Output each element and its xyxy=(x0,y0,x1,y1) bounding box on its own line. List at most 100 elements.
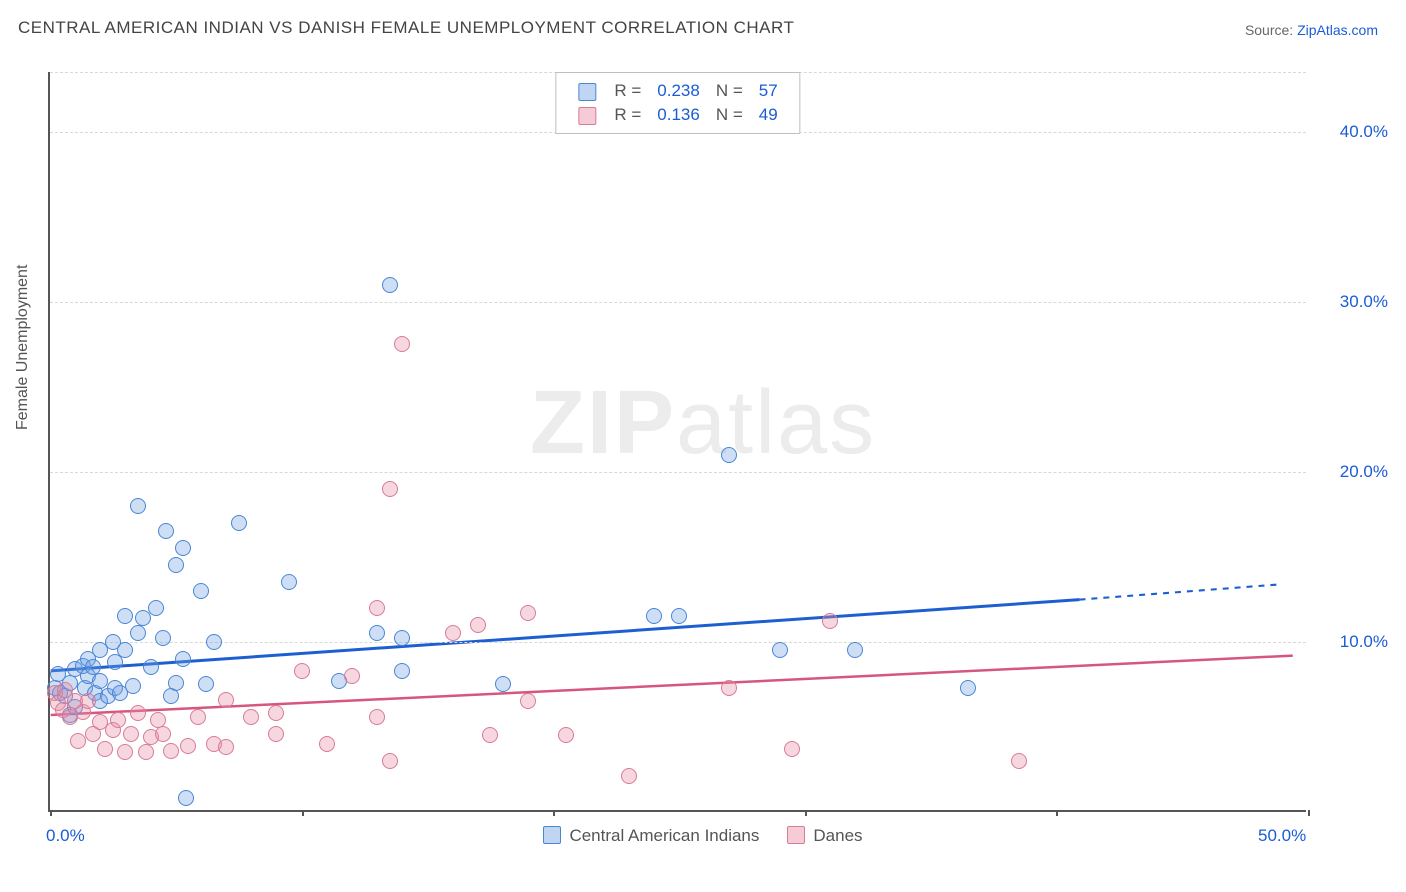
scatter-point xyxy=(394,630,410,646)
legend-correlation-row: R =0.238N =57 xyxy=(570,79,785,103)
gridline-h xyxy=(50,302,1306,303)
scatter-point xyxy=(231,515,247,531)
scatter-point xyxy=(470,617,486,633)
scatter-point xyxy=(168,557,184,573)
scatter-point xyxy=(130,625,146,641)
scatter-point xyxy=(495,676,511,692)
trend-lines-layer xyxy=(50,72,1306,810)
source-label: Source: xyxy=(1245,22,1297,38)
scatter-point xyxy=(155,630,171,646)
trend-line xyxy=(51,656,1293,715)
scatter-point xyxy=(621,768,637,784)
x-tick xyxy=(805,810,807,816)
legend-R-label: R = xyxy=(606,79,649,103)
scatter-point xyxy=(772,642,788,658)
scatter-point xyxy=(369,625,385,641)
x-tick xyxy=(1308,810,1310,816)
legend-swatch xyxy=(543,826,561,844)
legend-N-label: N = xyxy=(708,79,751,103)
scatter-point xyxy=(847,642,863,658)
scatter-point xyxy=(70,733,86,749)
scatter-point xyxy=(138,744,154,760)
legend-swatch xyxy=(578,83,596,101)
scatter-point xyxy=(148,600,164,616)
scatter-point xyxy=(394,663,410,679)
x-tick-label: 0.0% xyxy=(46,826,85,846)
scatter-point xyxy=(784,741,800,757)
scatter-point xyxy=(520,693,536,709)
trend-line-extrapolated xyxy=(1079,584,1280,599)
scatter-point xyxy=(175,540,191,556)
scatter-point xyxy=(163,743,179,759)
scatter-point xyxy=(92,673,108,689)
legend-R-label: R = xyxy=(606,103,649,127)
scatter-point xyxy=(178,790,194,806)
watermark-atlas: atlas xyxy=(676,373,876,473)
scatter-point xyxy=(123,726,139,742)
scatter-point xyxy=(117,608,133,624)
legend-series-item: Danes xyxy=(787,826,862,846)
scatter-plot-area: R =0.238N =57R =0.136N =49 ZIPatlas xyxy=(48,72,1306,812)
x-tick xyxy=(553,810,555,816)
legend-correlation-row: R =0.136N =49 xyxy=(570,103,785,127)
scatter-point xyxy=(130,705,146,721)
scatter-point xyxy=(117,642,133,658)
scatter-point xyxy=(206,634,222,650)
scatter-point xyxy=(198,676,214,692)
scatter-point xyxy=(369,600,385,616)
scatter-point xyxy=(218,739,234,755)
scatter-point xyxy=(180,738,196,754)
scatter-point xyxy=(80,693,96,709)
scatter-point xyxy=(822,613,838,629)
scatter-point xyxy=(268,705,284,721)
legend-series-item: Central American Indians xyxy=(543,826,759,846)
scatter-point xyxy=(960,680,976,696)
scatter-point xyxy=(130,498,146,514)
scatter-point xyxy=(520,605,536,621)
legend-R-value: 0.238 xyxy=(649,79,708,103)
legend-N-value: 57 xyxy=(751,79,786,103)
legend-series: Central American Indians Danes xyxy=(0,826,1406,846)
y-tick-label: 40.0% xyxy=(1340,122,1388,142)
legend-swatch xyxy=(787,826,805,844)
scatter-point xyxy=(175,651,191,667)
scatter-point xyxy=(268,726,284,742)
gridline-h xyxy=(50,642,1306,643)
watermark-zip: ZIP xyxy=(530,373,676,473)
gridline-h xyxy=(50,472,1306,473)
scatter-point xyxy=(319,736,335,752)
scatter-point xyxy=(168,675,184,691)
scatter-point xyxy=(344,668,360,684)
scatter-point xyxy=(671,608,687,624)
scatter-point xyxy=(382,481,398,497)
x-tick xyxy=(302,810,304,816)
scatter-point xyxy=(243,709,259,725)
scatter-point xyxy=(97,741,113,757)
legend-N-label: N = xyxy=(708,103,751,127)
scatter-point xyxy=(155,726,171,742)
scatter-point xyxy=(193,583,209,599)
scatter-point xyxy=(218,692,234,708)
y-tick-label: 20.0% xyxy=(1340,462,1388,482)
scatter-point xyxy=(721,447,737,463)
y-axis-label: Female Unemployment xyxy=(14,265,32,430)
chart-title: CENTRAL AMERICAN INDIAN VS DANISH FEMALE… xyxy=(18,18,794,38)
scatter-point xyxy=(158,523,174,539)
scatter-point xyxy=(721,680,737,696)
scatter-point xyxy=(482,727,498,743)
scatter-point xyxy=(294,663,310,679)
legend-correlation-box: R =0.238N =57R =0.136N =49 xyxy=(555,72,800,134)
scatter-point xyxy=(369,709,385,725)
y-tick-label: 10.0% xyxy=(1340,632,1388,652)
scatter-point xyxy=(281,574,297,590)
legend-N-value: 49 xyxy=(751,103,786,127)
scatter-point xyxy=(117,744,133,760)
source-link[interactable]: ZipAtlas.com xyxy=(1297,22,1378,38)
watermark: ZIPatlas xyxy=(530,372,876,475)
legend-swatch xyxy=(578,107,596,125)
legend-R-value: 0.136 xyxy=(649,103,708,127)
x-tick xyxy=(1056,810,1058,816)
scatter-point xyxy=(646,608,662,624)
x-tick-label: 50.0% xyxy=(1258,826,1306,846)
scatter-point xyxy=(110,712,126,728)
